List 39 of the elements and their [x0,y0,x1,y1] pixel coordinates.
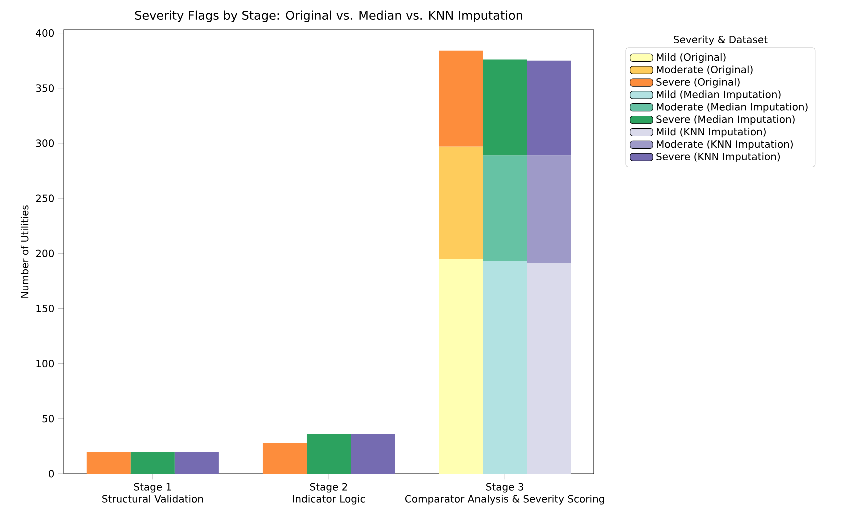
y-tick-label: 100 [36,360,54,368]
x-tick-label: Stage 2 Indicator Logic [293,483,366,505]
bar [351,434,396,474]
bar [174,452,219,474]
x-tick-label: Stage 1 Structural Validation [102,483,204,503]
legend-label: Severe (Original) [656,78,740,88]
bar [527,60,572,156]
y-axis-title: Number of Utilities [20,206,29,298]
bar [306,434,352,474]
y-tick-label: 300 [36,140,54,148]
legend-label: Mild (Median Imputation) [657,90,781,100]
bar [527,156,572,264]
y-tick-label: 200 [36,250,54,258]
legend-label: Mild (KNN Imputation) [657,128,766,138]
bar [439,146,484,260]
bar [86,452,131,474]
legend-label: Moderate (Original) [657,66,753,76]
x-tick-label: Stage 3 Comparator Analysis & Severity Scoring [406,483,604,505]
y-tick-label: 350 [36,84,54,92]
legend-label: Severe (Median Imputation) [656,116,795,126]
y-tick-label: 400 [36,30,54,38]
chart-title: Severity Flags by Stage: Original vs. Median vs. KNN Imputation [135,10,522,22]
legend-label: Moderate (Median Imputation) [657,103,808,113]
bar [483,60,528,156]
y-tick-label: 250 [36,194,54,202]
bar [483,156,528,262]
legend-label: Mild (Original) [657,53,726,64]
y-tick-label: 50 [42,415,54,423]
bar [130,452,175,474]
y-tick-label: 0 [49,470,54,478]
bar [439,50,484,147]
bar [483,261,528,474]
bar [439,259,484,474]
legend-title: Severity & Dataset [674,36,768,46]
legend-label: Severe (KNN Imputation) [656,152,780,162]
bar [527,264,572,474]
bar [262,443,307,474]
legend-label: Moderate (KNN Imputation) [657,140,793,150]
y-tick-label: 150 [36,304,54,313]
